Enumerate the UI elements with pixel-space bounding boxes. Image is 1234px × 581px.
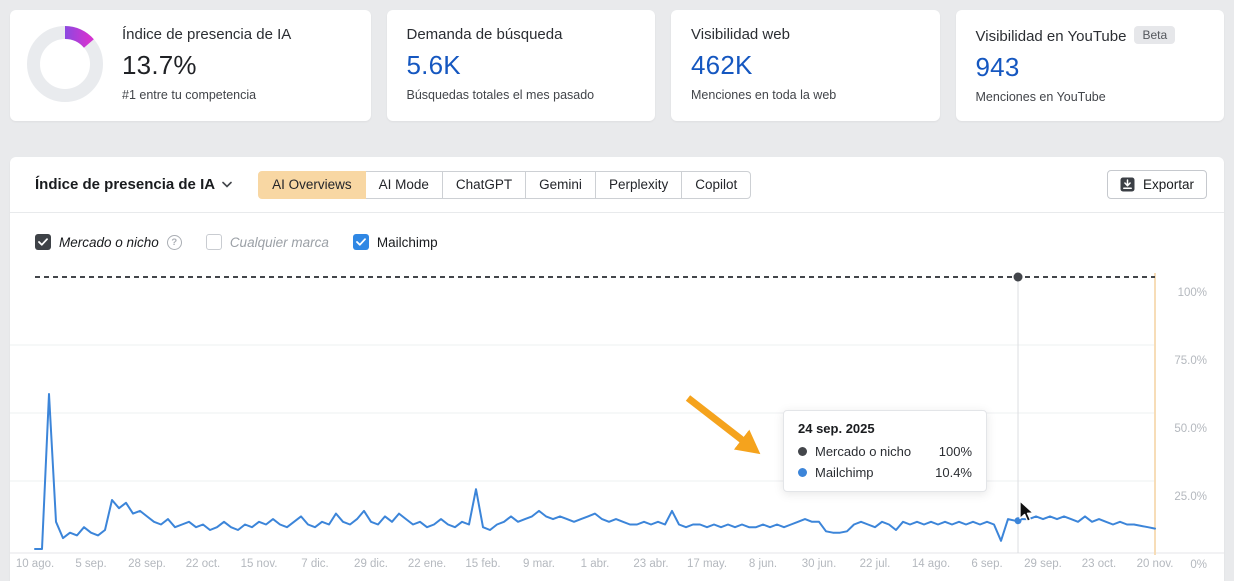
tooltip-row-mailchimp: Mailchimp 10.4% — [798, 465, 972, 480]
x-axis-label: 20 nov. — [1136, 558, 1174, 570]
export-button[interactable]: Exportar — [1106, 170, 1207, 199]
export-button-label: Exportar — [1142, 177, 1194, 192]
card-subtitle: Menciones en toda la web — [691, 88, 837, 102]
card-title: Demanda de búsqueda — [406, 26, 563, 43]
filter-label: Mercado o nicho — [59, 234, 159, 250]
ai-presence-donut-chart — [27, 26, 103, 102]
chart-tooltip: 24 sep. 2025 Mercado o nicho 100% Mailch… — [783, 410, 987, 492]
x-axis-label: 8 jun. — [748, 558, 778, 570]
tooltip-series-label: Mailchimp — [815, 465, 874, 480]
x-axis-label: 15 feb. — [465, 558, 501, 570]
card-web-visibility: Visibilidad web 462K Menciones en toda l… — [671, 10, 940, 121]
download-icon — [1120, 177, 1135, 192]
filter-mailchimp[interactable]: Mailchimp — [352, 234, 438, 250]
x-axis-label: 22 oct. — [185, 558, 221, 570]
line-chart-canvas[interactable] — [10, 258, 1224, 556]
y-axis-label: 25.0% — [1174, 491, 1207, 503]
card-search-demand: Demanda de búsqueda 5.6K Búsquedas total… — [386, 10, 655, 121]
filter-label: Cualquier marca — [229, 234, 329, 250]
x-axis-label: 7 dic. — [301, 558, 329, 570]
card-title: Visibilidad web — [691, 26, 790, 43]
x-axis-label: 6 sep. — [971, 558, 1003, 570]
x-axis-label: 28 sep. — [128, 558, 166, 570]
x-axis-label: 1 abr. — [580, 558, 610, 570]
card-subtitle: Búsquedas totales el mes pasado — [406, 88, 595, 102]
x-axis-label: 22 jul. — [859, 558, 891, 570]
trend-chart[interactable]: 100% 75.0% 50.0% 25.0% 0% 10 ago. 5 sep. 28 se… — [10, 258, 1224, 581]
tooltip-row-market: Mercado o nicho 100% — [798, 444, 972, 459]
metric-selector-dropdown[interactable]: Índice de presencia de IA — [35, 176, 232, 193]
check-icon — [38, 238, 48, 246]
chevron-down-icon — [222, 181, 232, 188]
tooltip-series-value: 100% — [938, 444, 972, 459]
card-subtitle: Menciones en YouTube — [975, 90, 1106, 104]
card-title: Índice de presencia de IA — [122, 26, 292, 43]
series-dot-blue — [798, 468, 807, 477]
card-value: 462K — [691, 50, 753, 80]
filter-label: Mailchimp — [376, 234, 438, 250]
x-axis-label: 23 abr. — [633, 558, 669, 570]
x-axis-label: 29 dic. — [354, 558, 388, 570]
mouse-cursor — [1019, 500, 1034, 522]
y-axis-label: 75.0% — [1174, 355, 1207, 367]
tab-perplexity[interactable]: Perplexity — [594, 170, 683, 199]
tab-ai-overviews[interactable]: AI Overviews — [258, 170, 366, 199]
check-icon — [355, 238, 366, 246]
tooltip-series-value: 10.4% — [935, 465, 972, 480]
x-axis-label: 23 oct. — [1081, 558, 1117, 570]
tooltip-series-label: Mercado o nicho — [815, 444, 912, 459]
filter-any-brand[interactable]: Cualquier marca — [205, 234, 329, 250]
panel-header: Índice de presencia de IA AI Overviews A… — [10, 157, 1224, 213]
card-value: 943 — [975, 52, 1020, 82]
x-axis-label: 14 ago. — [911, 558, 951, 570]
series-dot-dark — [798, 447, 807, 456]
y-axis-label: 0% — [1190, 559, 1207, 571]
x-axis-label: 17 may. — [686, 558, 728, 570]
x-axis-label: 10 ago. — [15, 558, 55, 570]
tab-chatgpt[interactable]: ChatGPT — [441, 170, 527, 199]
x-axis-label: 15 nov. — [240, 558, 278, 570]
card-value: 13.7% — [122, 50, 197, 80]
beta-badge: Beta — [1134, 26, 1176, 44]
card-youtube-visibility: Visibilidad en YouTube Beta 943 Menciones… — [955, 10, 1224, 121]
series-filters-row: Mercado o nicho ? Cualquier marca Mailch… — [35, 227, 452, 257]
tab-copilot[interactable]: Copilot — [681, 170, 752, 199]
checkbox-checked-blue[interactable] — [352, 234, 369, 250]
help-icon[interactable]: ? — [166, 234, 182, 250]
tooltip-date: 24 sep. 2025 — [798, 421, 875, 436]
card-subtitle: #1 entre tu competencia — [122, 88, 257, 102]
checkbox-unchecked[interactable] — [205, 234, 222, 250]
x-axis-label: 22 ene. — [407, 558, 447, 570]
x-axis-label: 30 jun. — [801, 558, 837, 570]
filter-market-niche[interactable]: Mercado o nicho ? — [35, 234, 182, 250]
platform-tabs: AI Overviews AI Mode ChatGPT Gemini Perp… — [258, 170, 752, 199]
x-axis-label: 29 sep. — [1024, 558, 1062, 570]
metric-cards-row: Índice de presencia de IA 13.7% #1 entre… — [10, 10, 1224, 121]
tab-gemini[interactable]: Gemini — [525, 170, 596, 199]
card-value: 5.6K — [406, 50, 461, 80]
x-axis-label: 9 mar. — [523, 558, 555, 570]
y-axis-label: 50.0% — [1174, 423, 1207, 435]
checkbox-checked-dark[interactable] — [35, 234, 51, 250]
x-axis-label: 5 sep. — [75, 558, 107, 570]
ai-presence-panel: Índice de presencia de IA AI Overviews A… — [10, 157, 1224, 581]
card-ai-presence: Índice de presencia de IA 13.7% #1 entre… — [10, 10, 371, 121]
card-title: Visibilidad en YouTube Beta — [976, 26, 1205, 45]
tab-ai-mode[interactable]: AI Mode — [364, 170, 443, 199]
panel-title-label: Índice de presencia de IA — [35, 176, 216, 193]
y-axis-label: 100% — [1177, 287, 1207, 299]
